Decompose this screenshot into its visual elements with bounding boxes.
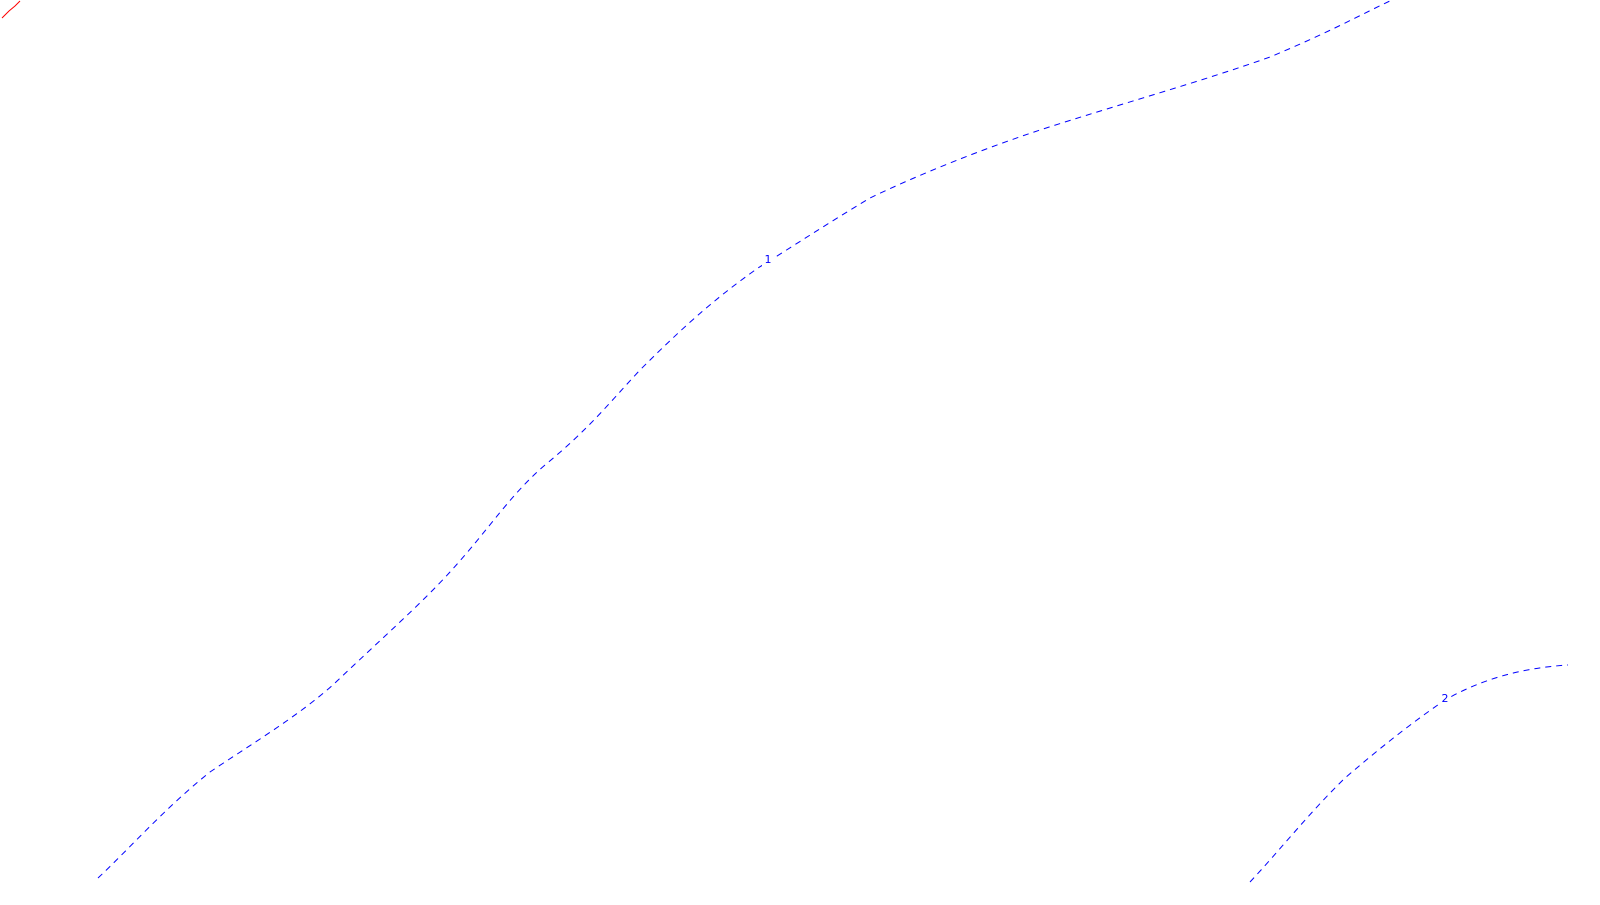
contour-line-2 [1249,664,1569,883]
red-line-fragment [1,0,21,19]
contour-label-1-text: 1 [765,253,772,266]
contour-label-2: 2 [1439,692,1451,706]
contour-line-1 [97,0,1393,879]
contour-label-2-text: 2 [1442,692,1449,705]
contour-label-1: 1 [762,253,774,267]
